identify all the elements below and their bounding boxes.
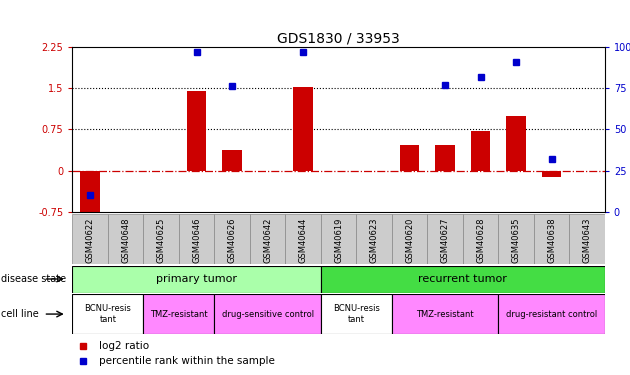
Text: GSM40622: GSM40622 <box>86 218 94 263</box>
Bar <box>471 131 490 171</box>
Text: log2 ratio: log2 ratio <box>99 340 149 351</box>
Bar <box>285 214 321 264</box>
Text: TMZ-resistant: TMZ-resistant <box>416 310 474 319</box>
Bar <box>427 214 463 264</box>
Bar <box>72 214 108 264</box>
Text: GSM40643: GSM40643 <box>583 218 592 263</box>
Bar <box>498 214 534 264</box>
Text: disease state: disease state <box>1 274 67 284</box>
Text: GSM40648: GSM40648 <box>121 218 130 263</box>
Bar <box>321 266 605 292</box>
Bar <box>214 214 250 264</box>
Bar <box>144 214 179 264</box>
Bar <box>392 214 427 264</box>
Bar <box>321 294 392 334</box>
Text: primary tumor: primary tumor <box>156 274 237 284</box>
Text: GSM40619: GSM40619 <box>334 218 343 263</box>
Bar <box>81 171 100 217</box>
Text: cell line: cell line <box>1 309 39 319</box>
Bar <box>534 214 570 264</box>
Text: GSM40644: GSM40644 <box>299 218 307 263</box>
Bar <box>498 294 605 334</box>
Text: GSM40626: GSM40626 <box>227 218 237 263</box>
Bar <box>179 214 214 264</box>
Text: drug-sensitive control: drug-sensitive control <box>222 310 314 319</box>
Text: GSM40635: GSM40635 <box>512 218 520 263</box>
Bar <box>321 214 357 264</box>
Text: BCNU-resis
tant: BCNU-resis tant <box>84 304 132 324</box>
Bar <box>507 116 526 171</box>
Text: BCNU-resis
tant: BCNU-resis tant <box>333 304 380 324</box>
Bar <box>392 294 498 334</box>
Text: GSM40642: GSM40642 <box>263 218 272 263</box>
Bar <box>250 214 285 264</box>
Bar <box>108 214 144 264</box>
Bar <box>542 171 561 177</box>
Text: drug-resistant control: drug-resistant control <box>506 310 597 319</box>
Bar <box>435 145 455 171</box>
Bar <box>294 87 313 171</box>
Text: GSM40620: GSM40620 <box>405 218 414 263</box>
Bar <box>463 214 498 264</box>
Text: GSM40625: GSM40625 <box>157 218 166 263</box>
Text: recurrent tumor: recurrent tumor <box>418 274 507 284</box>
Bar <box>214 294 321 334</box>
Title: GDS1830 / 33953: GDS1830 / 33953 <box>277 32 400 46</box>
Bar <box>357 214 392 264</box>
Text: GSM40646: GSM40646 <box>192 218 201 263</box>
Text: GSM40627: GSM40627 <box>440 218 450 263</box>
Text: GSM40628: GSM40628 <box>476 218 485 263</box>
Text: percentile rank within the sample: percentile rank within the sample <box>99 356 275 366</box>
Bar <box>222 150 242 171</box>
Bar <box>400 145 420 171</box>
Bar <box>72 266 321 292</box>
Bar <box>570 214 605 264</box>
Bar <box>187 91 207 171</box>
Bar <box>72 294 144 334</box>
Text: GSM40638: GSM40638 <box>547 218 556 263</box>
Text: GSM40623: GSM40623 <box>370 218 379 263</box>
Text: TMZ-resistant: TMZ-resistant <box>150 310 208 319</box>
Bar <box>144 294 214 334</box>
